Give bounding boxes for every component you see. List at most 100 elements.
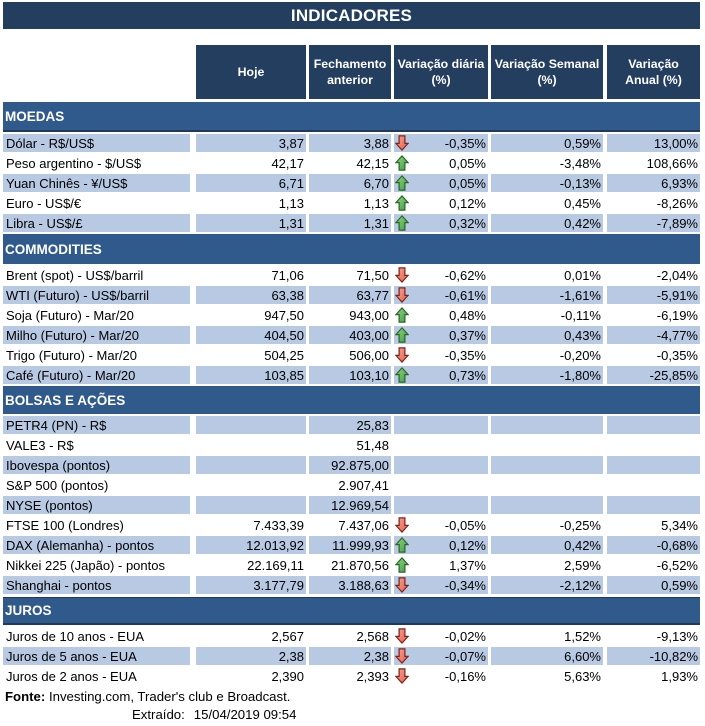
- cell-fechamento: 71,50: [309, 266, 391, 284]
- up-arrow-icon: [395, 367, 409, 383]
- cell-value: 1,31: [363, 215, 389, 231]
- cell-hoje: [196, 436, 306, 454]
- source-text: Investing.com, Trader's club e Broadcast…: [45, 689, 291, 704]
- cell-fechamento: 21.870,56: [309, 556, 391, 574]
- cell-anual: 1,93%: [607, 667, 700, 685]
- cell-diaria: -0,34%: [394, 576, 488, 594]
- cell-value: 2,567: [271, 628, 304, 644]
- cell-value: 63,77: [356, 287, 389, 303]
- cell-semanal: -0,11%: [491, 306, 603, 324]
- cell-fechamento: 51,48: [309, 436, 391, 454]
- row-label: Peso argentino - $/US$: [3, 154, 190, 172]
- column-header-variacao-anual: Variação Anual (%): [607, 45, 700, 99]
- cell-diaria: -0,35%: [394, 134, 488, 152]
- table-row-do-lar-r-us: Dólar - R$/US$ 3,87 3,88 -0,35% 0,59% 13,00%: [3, 134, 700, 154]
- cell-value: -0,20%: [559, 347, 601, 363]
- table-row-shanghai-pontos: Shanghai - pontos 3.177,79 3.188,63 -0,34% -…: [3, 576, 700, 596]
- cell-hoje: 404,50: [196, 326, 306, 344]
- cell-diaria: 0,48%: [394, 306, 488, 324]
- cell-value: 63,38: [271, 287, 304, 303]
- row-label: DAX (Alemanha) - pontos: [3, 536, 190, 554]
- cell-value: -0,11%: [560, 307, 601, 323]
- cell-value: 0,48%: [449, 307, 486, 323]
- cell-semanal: 0,42%: [491, 214, 603, 232]
- up-arrow-icon: [395, 175, 409, 191]
- table-row-milho-futuro-mar-20: Milho (Futuro) - Mar/20 404,50 403,00 0,37%…: [3, 326, 700, 346]
- cell-semanal: -0,25%: [491, 516, 603, 534]
- cell-value: 403,00: [349, 327, 389, 343]
- cell-hoje: 2,567: [196, 627, 306, 645]
- cell-value: -0,25%: [559, 517, 601, 533]
- cell-anual: 13,00%: [607, 134, 700, 152]
- cell-hoje: [196, 456, 306, 474]
- row-label-text: Dólar - R$/US$: [6, 135, 95, 151]
- cell-semanal: [491, 476, 603, 494]
- cell-fechamento: 403,00: [309, 326, 391, 344]
- cell-hoje: 6,71: [196, 174, 306, 192]
- cell-diaria: 1,37%: [394, 556, 488, 574]
- row-label: Trigo (Futuro) - Mar/20: [3, 346, 190, 364]
- cell-semanal: 0,43%: [491, 326, 603, 344]
- cell-value: 1,31: [278, 215, 304, 231]
- row-label: S&P 500 (pontos): [3, 476, 190, 494]
- cell-diaria: 0,32%: [394, 214, 488, 232]
- cell-value: 1,13: [278, 195, 304, 211]
- column-header-line: Variação diária: [397, 56, 485, 71]
- table-row-vale3-r: VALE3 - R$ 51,48: [3, 436, 700, 456]
- cell-anual: 0,59%: [607, 576, 700, 594]
- row-label-text: Juros de 10 anos - EUA: [6, 628, 145, 644]
- cell-diaria: -0,35%: [394, 346, 488, 364]
- cell-value: -6,19%: [656, 307, 698, 323]
- row-label-text: WTI (Futuro) - US$/barril: [6, 287, 150, 303]
- up-arrow-icon: [395, 195, 409, 211]
- column-header-line: Fechamento: [313, 56, 387, 71]
- cell-semanal: -1,80%: [491, 366, 603, 384]
- cell-semanal: -0,13%: [491, 174, 603, 192]
- cell-value: 0,05%: [449, 175, 486, 191]
- down-arrow-icon: [395, 648, 409, 664]
- row-label-text: Soja (Futuro) - Mar/20: [6, 307, 134, 323]
- cell-value: -4,77%: [656, 327, 698, 343]
- cell-fechamento: 2.907,41: [309, 476, 391, 494]
- cell-fechamento: 943,00: [309, 306, 391, 324]
- table-row-s-p-500-pontos: S&P 500 (pontos) 2.907,41: [3, 476, 700, 496]
- cell-diaria: -0,02%: [394, 627, 488, 645]
- cell-fechamento: 1,13: [309, 194, 391, 212]
- row-label: FTSE 100 (Londres): [3, 516, 190, 534]
- cell-value: 13,00%: [653, 135, 698, 151]
- cell-anual: -8,26%: [607, 194, 700, 212]
- up-arrow-icon: [395, 307, 409, 323]
- page-title: INDICADORES: [3, 2, 700, 29]
- cell-semanal: 6,60%: [491, 647, 603, 665]
- cell-anual: -0,68%: [607, 536, 700, 554]
- cell-anual: [607, 496, 700, 514]
- row-label-text: Libra - US$/£: [6, 215, 83, 231]
- row-label-text: Brent (spot) - US$/barril: [6, 267, 144, 283]
- cell-fechamento: 42,15: [309, 154, 391, 172]
- cell-value: 0,42%: [564, 215, 601, 231]
- column-header-line: (%): [431, 73, 451, 87]
- cell-value: 6,93%: [661, 175, 698, 191]
- row-label: Euro - US$/€: [3, 194, 190, 212]
- down-arrow-icon: [395, 628, 409, 644]
- cell-value: -8,26%: [656, 195, 698, 211]
- cell-hoje: 42,17: [196, 154, 306, 172]
- table-row-cafe-futuro-mar-20: Café (Futuro) - Mar/20 103,85 103,10 0,73% -…: [3, 366, 700, 386]
- extracted-line: Extraído: 15/04/2019 09:54: [3, 706, 700, 723]
- cell-diaria: -0,07%: [394, 647, 488, 665]
- cell-value: -1,61%: [559, 287, 601, 303]
- row-label: Yuan Chinês - ¥/US$: [3, 174, 190, 192]
- row-label-text: Peso argentino - $/US$: [6, 155, 142, 171]
- column-header-variacao-semanal: Variação Semanal (%): [491, 45, 603, 99]
- cell-value: 22.169,11: [247, 557, 304, 573]
- section-title: COMMODITIES: [5, 241, 102, 257]
- cell-fechamento: 25,83: [309, 416, 391, 434]
- cell-hoje: [196, 476, 306, 494]
- row-label: Shanghai - pontos: [3, 576, 190, 594]
- cell-diaria: -0,05%: [394, 516, 488, 534]
- table-row-juros-de-10-anos-eua: Juros de 10 anos - EUA 2,567 2,568 -0,02% 1,…: [3, 627, 700, 647]
- cell-diaria: [394, 476, 488, 494]
- row-label: Juros de 2 anos - EUA: [3, 667, 190, 685]
- source-line: Fonte: Investing.com, Trader's club e Br…: [3, 688, 700, 706]
